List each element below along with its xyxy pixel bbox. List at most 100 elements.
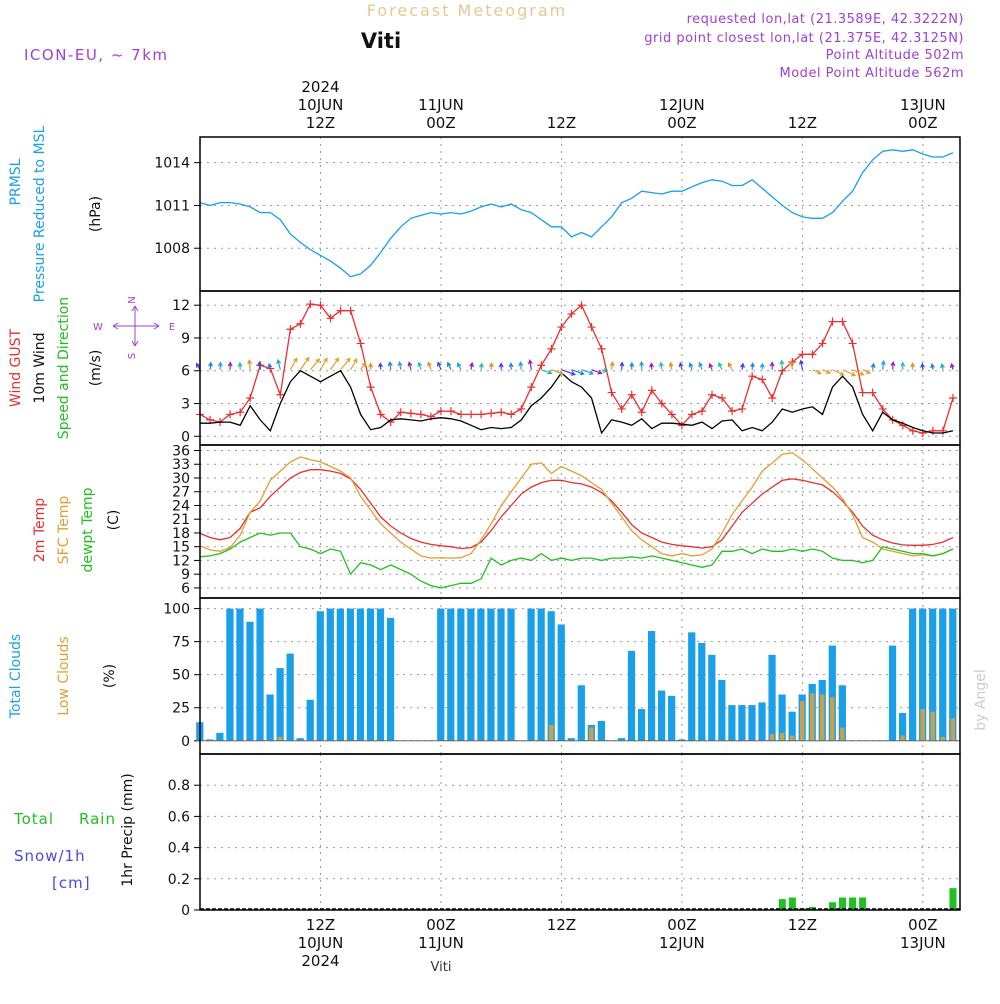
total-cloud-bar — [537, 608, 545, 741]
total-cloud-bar — [617, 738, 626, 741]
wind-direction-arrow — [237, 361, 243, 370]
total-cloud-bar — [758, 702, 766, 741]
gust-marker — [236, 408, 245, 417]
total-cloud-bar — [678, 739, 686, 741]
compass-east: E — [169, 322, 175, 333]
wind-direction-arrow — [629, 361, 635, 370]
wind-direction-arrow — [469, 361, 475, 370]
total-cloud-bar — [658, 690, 666, 741]
gust-marker — [527, 383, 536, 392]
total-cloud-bar — [206, 739, 214, 741]
location-title: Viti — [361, 29, 401, 53]
wind-direction-arrow — [900, 361, 906, 370]
gust-marker — [346, 306, 355, 315]
rain-bar — [849, 897, 857, 910]
wind-direction-arrow — [488, 362, 494, 370]
direction-label: Speed and Direction — [56, 297, 72, 439]
bottom-time-label: 10JUN — [298, 934, 344, 952]
total-cloud-bar — [898, 713, 907, 741]
total-cloud-bar — [647, 631, 656, 741]
gust-marker — [697, 407, 706, 416]
gust-marker — [517, 404, 526, 413]
top-time-label: 13JUN — [900, 96, 946, 114]
y-tick-label: 9 — [181, 567, 190, 583]
gust-marker — [507, 410, 516, 419]
wind-direction-arrow — [518, 361, 524, 370]
wind-direction-arrow — [759, 362, 765, 370]
total-cloud-bar — [768, 654, 776, 741]
wind-direction-arrow — [446, 361, 452, 370]
gust-marker — [828, 317, 837, 326]
y-tick-label: 12 — [172, 553, 190, 569]
wind-direction-arrow — [541, 369, 553, 375]
precip-frame — [199, 753, 961, 911]
low-cloud-bar — [950, 718, 955, 741]
bottom-time-label: 2024 — [301, 952, 339, 970]
wind-direction-arrow — [571, 369, 585, 376]
wind-direction-arrow — [368, 362, 374, 370]
requested-coords: requested lon,lat (21.3589E, 42.3222N) — [687, 12, 964, 27]
y-tick-label: 21 — [172, 512, 190, 528]
top-time-label: 00Z — [908, 114, 937, 132]
y-tick-label: 12 — [172, 298, 190, 314]
total-cloud-bar — [908, 608, 917, 741]
clouds-panel: 0 25 50 75 100 — [163, 597, 961, 755]
wind-direction-arrow — [668, 361, 674, 370]
gust-marker — [687, 410, 696, 419]
model-label: ICON-EU, ~ 7km — [24, 46, 169, 64]
gust-marker — [868, 388, 877, 397]
low-cloud-bar — [789, 735, 795, 741]
top-time-label: 12Z — [306, 114, 335, 132]
wind-direction-arrow — [276, 358, 282, 370]
low-cloud-bar — [589, 727, 594, 741]
snow-label: Snow/1h — [14, 847, 86, 865]
wind-direction-arrow — [417, 361, 423, 370]
total-cloud-bar — [316, 611, 324, 741]
rain-bar — [788, 897, 796, 910]
wind-direction-arrow — [208, 361, 213, 370]
total-cloud-bar — [457, 608, 465, 741]
y-tick-label: 27 — [172, 485, 190, 501]
gust-marker — [948, 394, 957, 403]
gust-marker — [537, 361, 546, 370]
top-time-label: 12Z — [788, 114, 817, 132]
top-time-label: 12JUN — [659, 96, 705, 114]
total-cloud-bar — [728, 705, 736, 741]
rain-bar — [839, 897, 847, 910]
y-tick-label: 24 — [172, 498, 190, 514]
total-cloud-bar — [577, 685, 585, 741]
wind-direction-arrow — [581, 369, 595, 376]
wind-direction-arrow — [330, 357, 340, 370]
total-cloud-bar — [447, 608, 455, 741]
rain-bar — [778, 899, 786, 910]
gust-marker — [396, 408, 405, 417]
total-cloud-bar — [567, 738, 575, 741]
gust-marker — [477, 410, 486, 419]
wind-direction-arrow — [852, 369, 865, 376]
y-tick-label: 0 — [181, 734, 190, 750]
wind-direction-arrow — [551, 369, 565, 376]
wind-direction-arrow — [862, 369, 872, 374]
wind-direction-arrow — [779, 359, 785, 370]
pressure-label: PRMSL — [8, 158, 24, 205]
wind-direction-arrow — [698, 361, 703, 370]
total-cloud-bar — [919, 608, 927, 741]
y-tick-label: 25 — [172, 701, 190, 717]
low-cloud-bar — [810, 693, 815, 741]
wind-direction-arrow — [842, 369, 857, 377]
total-cloud-bar — [216, 732, 224, 741]
series-2m-temp — [199, 469, 954, 550]
bottom-time-label: 12Z — [788, 916, 817, 934]
pressure-panel: 1008 1011 1014 — [154, 136, 961, 292]
total-cloud-bar — [376, 608, 385, 741]
bottom-time-label: 11JUN — [418, 934, 464, 952]
low-cloud-bar — [900, 735, 905, 741]
gust-marker — [818, 339, 827, 348]
credit-watermark: by Angel — [973, 669, 989, 730]
y-tick-label: 1014 — [154, 156, 190, 172]
compass-south: S — [127, 353, 138, 359]
bottom-time-label: 12Z — [547, 916, 576, 934]
gust-marker — [406, 409, 415, 418]
y-tick-label: 1011 — [154, 198, 190, 214]
